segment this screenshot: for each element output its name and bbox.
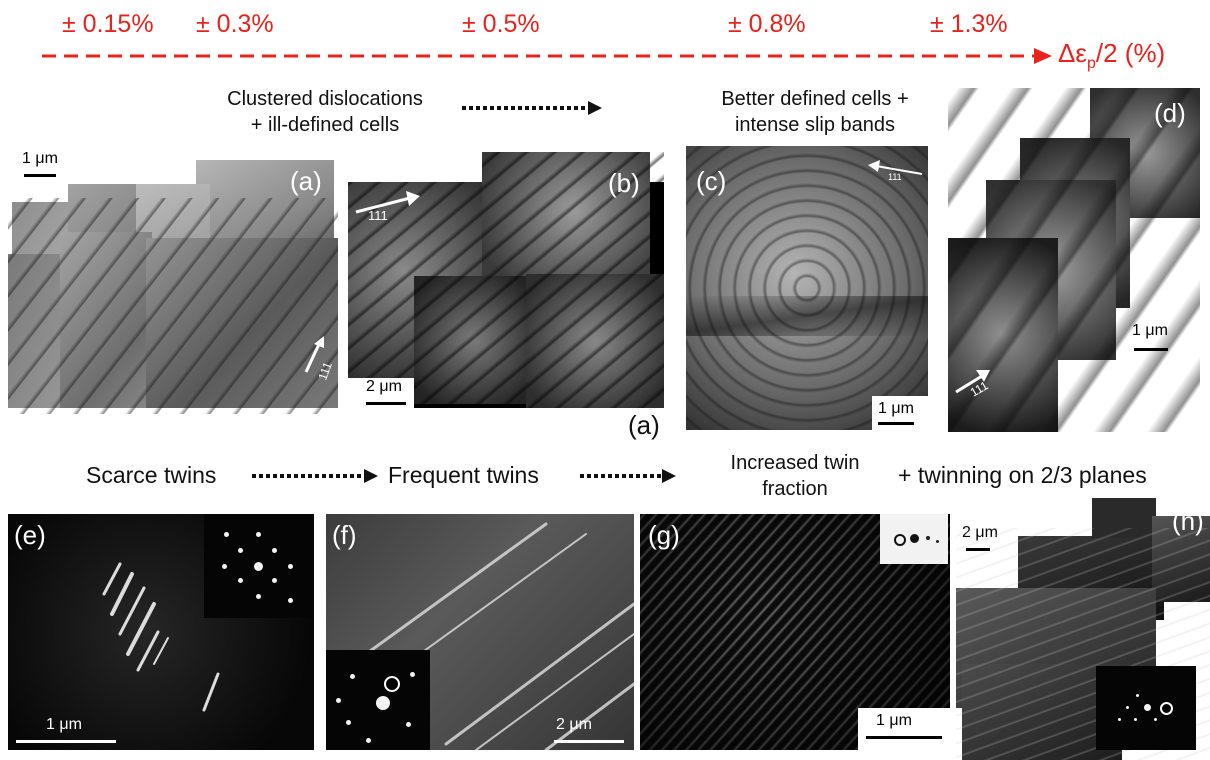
panel-label-b: (b) bbox=[608, 168, 640, 198]
diffraction-inset-f bbox=[326, 650, 430, 750]
caption-clustered-dislocations: Clustered dislocations + ill-defined cel… bbox=[227, 88, 423, 136]
panel-label-e: (e) bbox=[14, 520, 46, 550]
caption-increased-twin-fraction: Increased twin fraction bbox=[730, 452, 860, 500]
caption-scarce-twins: Scarce twins bbox=[86, 462, 217, 488]
dotted-arrow-frequent bbox=[580, 469, 676, 483]
panel-label-g: (g) bbox=[648, 520, 680, 550]
micrograph-c: (c) 111 1 μm bbox=[686, 146, 928, 430]
scale-bar-f bbox=[554, 740, 624, 743]
dotted-arrow-scarce bbox=[252, 469, 378, 483]
scale-bar-e bbox=[16, 740, 116, 743]
micrograph-g: (g) 1 μm bbox=[640, 514, 950, 750]
micrograph-e: (e) 1 μm bbox=[8, 514, 314, 750]
panel-label-c: (c) bbox=[696, 166, 727, 196]
diffraction-inset-g bbox=[880, 514, 948, 564]
strain-axis-arrow bbox=[42, 48, 1052, 64]
scale-bar-c: 1 μm bbox=[872, 396, 928, 430]
micrograph-a: (a) 111 bbox=[8, 158, 338, 414]
dotted-arrow-top bbox=[462, 101, 602, 115]
strain-amplitude-08: ± 0.8% bbox=[728, 10, 806, 38]
caption-frequent-twins: Frequent twins bbox=[388, 462, 539, 488]
strain-amplitude-13: ± 1.3% bbox=[930, 10, 1008, 38]
direction-label-b: 111 bbox=[368, 208, 388, 223]
strain-axis-label: Δεp/2 (%) bbox=[1058, 38, 1166, 73]
panel-label-h: (h) bbox=[1172, 506, 1204, 536]
panel-label-d: (d) bbox=[1154, 98, 1186, 128]
caption-better-defined-cells: Better defined cells + intense slip band… bbox=[721, 88, 909, 136]
scale-label-e: 1 μm bbox=[46, 716, 82, 733]
diffraction-inset-e bbox=[204, 514, 312, 618]
micrograph-h: (h) bbox=[956, 498, 1210, 760]
panel-label-f: (f) bbox=[332, 520, 357, 550]
direction-label-c: 111 bbox=[888, 172, 902, 182]
scale-label-f: 2 μm bbox=[556, 716, 592, 733]
caption-twinning-planes: + twinning on 2/3 planes bbox=[898, 462, 1147, 488]
diffraction-inset-h bbox=[1096, 666, 1196, 750]
strain-amplitude-03: ± 0.3% bbox=[196, 10, 274, 38]
micrograph-f: (f) 2 μm bbox=[326, 514, 634, 750]
strain-amplitude-015: ± 0.15% bbox=[62, 10, 154, 38]
scale-bar-g: 1 μm bbox=[858, 708, 950, 750]
micrograph-d: (d) 111 bbox=[948, 88, 1200, 432]
micrograph-b: (b) 111 2 μm bbox=[348, 152, 664, 412]
panel-extra-label-a: (a) bbox=[628, 410, 660, 440]
strain-amplitude-05: ± 0.5% bbox=[462, 10, 540, 38]
panel-label-a: (a) bbox=[290, 166, 322, 196]
